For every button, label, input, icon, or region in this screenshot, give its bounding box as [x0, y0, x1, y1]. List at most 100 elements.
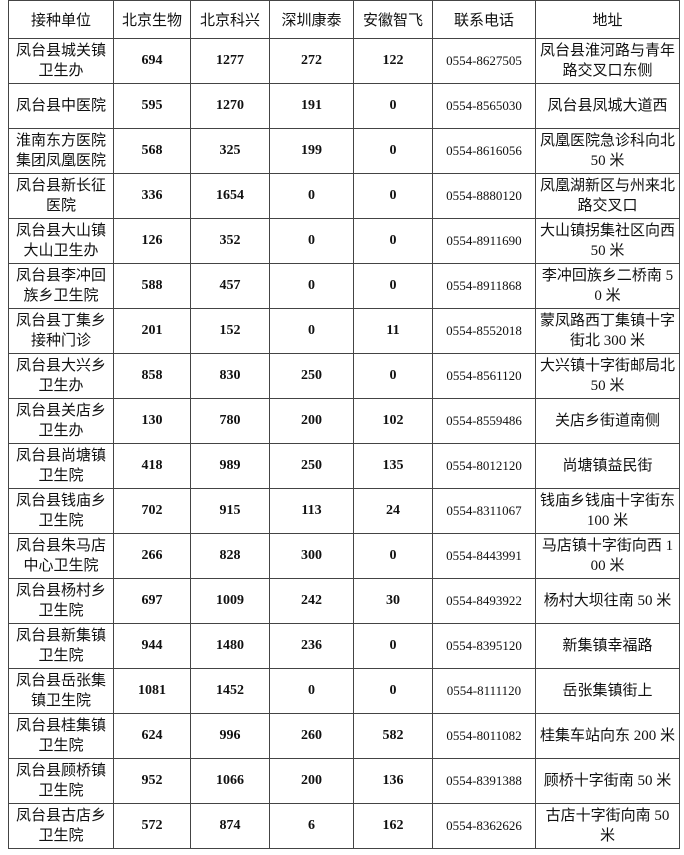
- table-cell: 136: [353, 758, 433, 804]
- table-cell: 457: [190, 263, 270, 309]
- table-cell: 0554-8552018: [432, 308, 536, 354]
- table-cell: 572: [113, 803, 191, 849]
- table-row: 凤台县钱庙乡卫生院 702 915 113 24 0554-8311067 钱庙乡钱庙十字街…: [8, 488, 680, 534]
- table-cell: 0: [269, 668, 354, 714]
- table-cell: 152: [190, 308, 270, 354]
- table-cell: 325: [190, 128, 270, 174]
- table-cell: 828: [190, 533, 270, 579]
- table-cell: 大山镇拐集社区向西 50 米: [535, 218, 680, 264]
- table-cell: 0554-8880120: [432, 173, 536, 219]
- table-cell: 0: [353, 218, 433, 264]
- table-cell: 大兴镇十字街邮局北 50 米: [535, 353, 680, 399]
- table-cell: 996: [190, 713, 270, 759]
- table-cell: 201: [113, 308, 191, 354]
- table-cell: 0: [353, 128, 433, 174]
- table-cell: 989: [190, 443, 270, 489]
- table-cell: 0554-8565030: [432, 83, 536, 129]
- header-row: 接种单位 北京生物 北京科兴 深圳康泰 安徽智飞 联系电话 地址: [8, 0, 680, 39]
- table-cell: 0: [353, 263, 433, 309]
- header-cell: 地址: [535, 0, 680, 39]
- table-row: 凤台县古店乡卫生院 572 874 6 162 0554-8362626 古店十字街向南 5…: [8, 803, 680, 849]
- table-cell: 凤台县关店乡卫生办: [8, 398, 114, 444]
- table-cell: 191: [269, 83, 354, 129]
- table-cell: 780: [190, 398, 270, 444]
- table-cell: 952: [113, 758, 191, 804]
- table-cell: 0554-8616056: [432, 128, 536, 174]
- table-cell: 11: [353, 308, 433, 354]
- table-row: 淮南东方医院集团凤凰医院 568 325 199 0 0554-8616056 凤凰医院急诊…: [8, 128, 680, 174]
- table-cell: 568: [113, 128, 191, 174]
- table-cell: 242: [269, 578, 354, 624]
- header-cell: 北京生物: [113, 0, 191, 39]
- table-cell: 126: [113, 218, 191, 264]
- table: 接种单位 北京生物 北京科兴 深圳康泰 安徽智飞 联系电话 地址 凤台县城关镇卫生办 694 1…: [8, 0, 680, 849]
- table-row: 凤台县大兴乡卫生办 858 830 250 0 0554-8561120 大兴镇十字街邮局北…: [8, 353, 680, 399]
- table-cell: 马店镇十字街向西 100 米: [535, 533, 680, 579]
- table-cell: 凤台县城关镇卫生办: [8, 38, 114, 84]
- table-cell: 272: [269, 38, 354, 84]
- table-cell: 0554-8443991: [432, 533, 536, 579]
- table-cell: 凤台县钱庙乡卫生院: [8, 488, 114, 534]
- table-row: 凤台县桂集镇卫生院 624 996 260 582 0554-8011082 桂集车站向东 …: [8, 713, 680, 759]
- header-cell: 北京科兴: [190, 0, 270, 39]
- table-cell: 1270: [190, 83, 270, 129]
- table-cell: 凤台县尚塘镇卫生院: [8, 443, 114, 489]
- table-cell: 582: [353, 713, 433, 759]
- table-cell: 1277: [190, 38, 270, 84]
- table-cell: 336: [113, 173, 191, 219]
- table-cell: 130: [113, 398, 191, 444]
- table-cell: 0: [353, 668, 433, 714]
- table-cell: 岳张集镇街上: [535, 668, 680, 714]
- table-cell: 桂集车站向东 200 米: [535, 713, 680, 759]
- table-cell: 6: [269, 803, 354, 849]
- table-cell: 0554-8012120: [432, 443, 536, 489]
- table-row: 凤台县顾桥镇卫生院 952 1066 200 136 0554-8391388 顾桥十字街南…: [8, 758, 680, 804]
- table-cell: 1009: [190, 578, 270, 624]
- table-cell: 0554-8391388: [432, 758, 536, 804]
- table-cell: 260: [269, 713, 354, 759]
- header-cell: 联系电话: [432, 0, 536, 39]
- table-cell: 266: [113, 533, 191, 579]
- table-cell: 0: [353, 173, 433, 219]
- table-cell: 236: [269, 623, 354, 669]
- table-cell: 尚塘镇益民街: [535, 443, 680, 489]
- table-row: 凤台县尚塘镇卫生院 418 989 250 135 0554-8012120 尚塘镇益民街: [8, 443, 680, 489]
- table-cell: 1066: [190, 758, 270, 804]
- table-cell: 1654: [190, 173, 270, 219]
- table-cell: 李冲回族乡二桥南 50 米: [535, 263, 680, 309]
- table-cell: 钱庙乡钱庙十字街东 100 米: [535, 488, 680, 534]
- table-cell: 0554-8011082: [432, 713, 536, 759]
- table-cell: 0: [353, 83, 433, 129]
- table-cell: 352: [190, 218, 270, 264]
- table-row: 凤台县大山镇大山卫生办 126 352 0 0 0554-8911690 大山镇拐集社区向西…: [8, 218, 680, 264]
- table-cell: 588: [113, 263, 191, 309]
- table-cell: 135: [353, 443, 433, 489]
- table-row: 凤台县岳张集镇卫生院 1081 1452 0 0 0554-8111120 岳张集镇街上: [8, 668, 680, 714]
- table-cell: 0554-8559486: [432, 398, 536, 444]
- table-cell: 淮南东方医院集团凤凰医院: [8, 128, 114, 174]
- table-cell: 0554-8362626: [432, 803, 536, 849]
- table-cell: 凤台县李冲回族乡卫生院: [8, 263, 114, 309]
- table-cell: 凤台县大兴乡卫生办: [8, 353, 114, 399]
- table-cell: 凤台县朱马店中心卫生院: [8, 533, 114, 579]
- table-cell: 杨村大坝往南 50 米: [535, 578, 680, 624]
- table-cell: 0554-8911868: [432, 263, 536, 309]
- table-cell: 113: [269, 488, 354, 534]
- table-cell: 凤凰湖新区与州来北路交叉口: [535, 173, 680, 219]
- table-cell: 0: [353, 623, 433, 669]
- table-cell: 0554-8627505: [432, 38, 536, 84]
- header-cell: 接种单位: [8, 0, 114, 39]
- table-cell: 915: [190, 488, 270, 534]
- table-cell: 30: [353, 578, 433, 624]
- table-row: 凤台县丁集乡接种门诊 201 152 0 11 0554-8552018 蒙凤路西丁集镇十字…: [8, 308, 680, 354]
- table-cell: 凤台县顾桥镇卫生院: [8, 758, 114, 804]
- table-cell: 0554-8561120: [432, 353, 536, 399]
- header-cell: 安徽智飞: [353, 0, 433, 39]
- table-cell: 0554-8111120: [432, 668, 536, 714]
- table-cell: 顾桥十字街南 50 米: [535, 758, 680, 804]
- table-cell: 694: [113, 38, 191, 84]
- table-cell: 凤台县淮河路与青年路交叉口东侧: [535, 38, 680, 84]
- table-cell: 595: [113, 83, 191, 129]
- table-cell: 0: [269, 173, 354, 219]
